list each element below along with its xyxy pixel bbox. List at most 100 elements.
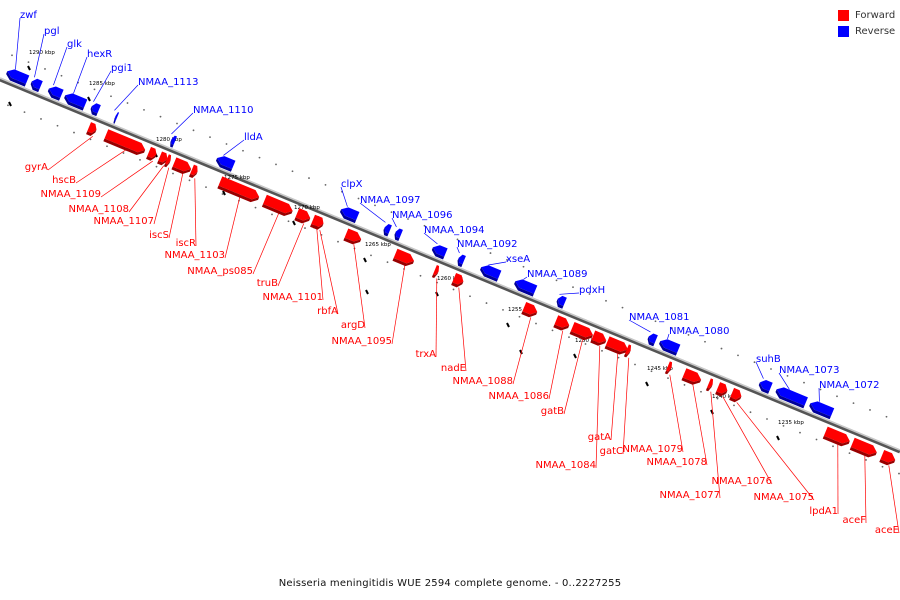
scale-dot [40, 118, 42, 120]
scale-dot [308, 177, 310, 179]
gene-NMAA_1073 [775, 387, 808, 409]
gene-label: NMAA_1079 [622, 444, 683, 455]
gene-NMAA_1109 [146, 146, 157, 161]
label-leader [340, 186, 348, 207]
label-leaders [15, 17, 900, 534]
label-leader [93, 70, 112, 102]
gene-gyrA [86, 122, 97, 136]
gene-label: NMAA_1103 [164, 250, 225, 261]
gene-rbfA [313, 215, 324, 230]
scale-dot [456, 238, 459, 241]
gene-label: xseA [506, 254, 530, 265]
gene-arrow [87, 122, 97, 134]
gene-NMAA_1081 [647, 333, 658, 347]
gene-arrow-side [705, 384, 713, 392]
gene-label: NMAA_1107 [93, 216, 154, 227]
scale-dot [799, 431, 801, 434]
gene-arrow-side [879, 459, 896, 466]
gene-arrow-side [521, 311, 538, 318]
scale-dot [143, 108, 145, 111]
label-leader [628, 319, 651, 333]
label-leader [171, 112, 194, 135]
scale-dot [386, 261, 389, 264]
gene-label: NMAA_1101 [262, 292, 323, 303]
scale-dot [473, 245, 475, 248]
scale-dot [139, 158, 141, 161]
scale-dot [489, 252, 492, 254]
gene-suhB [758, 380, 773, 394]
gene-arrow [481, 265, 502, 279]
gene-arrow-side [822, 435, 850, 447]
gene-xseA [480, 265, 502, 282]
scale-dot [551, 329, 554, 332]
scale-dot [271, 213, 273, 216]
gene-label: suhB [756, 354, 781, 365]
scale-dot [568, 336, 570, 339]
scale-dot [832, 445, 834, 448]
label-leader [667, 333, 670, 340]
gene-arrow-side [313, 223, 324, 230]
gene-arrow-side [758, 382, 770, 394]
gene-arrow-side [171, 166, 192, 174]
gene-arrow-side [392, 258, 415, 267]
gene-arrow-side [157, 159, 168, 166]
scale-dot [737, 354, 739, 357]
scale-dot [209, 136, 211, 139]
scale-dot [815, 438, 818, 441]
gene-label: iscS [149, 230, 169, 241]
gene-label: NMAA_1075 [753, 492, 814, 503]
gene-arrow-side [715, 390, 728, 397]
gene-arrow-side [590, 339, 607, 346]
gene-arrow-side [569, 331, 593, 341]
scale-dot [452, 288, 455, 291]
label-leader [736, 402, 815, 501]
label-leader [722, 396, 773, 485]
gene-arrow [660, 339, 681, 353]
gene-arrow [432, 245, 448, 257]
gene-arrow [591, 330, 607, 343]
label-leader [710, 391, 721, 499]
gene-arrow [823, 426, 850, 444]
legend-reverse: Reverse [838, 24, 900, 38]
tick-mark [506, 322, 510, 328]
tick-label: 1280 kbp [156, 137, 182, 143]
gene-glk [47, 86, 64, 101]
gene-truB [294, 208, 311, 224]
gene-label: NMAA_1094 [424, 225, 485, 236]
gene-arrow [295, 208, 311, 221]
gene-arrow-side [217, 185, 260, 203]
label-leader [224, 196, 241, 259]
gene-arrow [48, 86, 64, 99]
scale-dot [469, 295, 471, 298]
gene-aceE [879, 449, 896, 466]
gene-pgi1 [90, 103, 101, 117]
gene-arrow-side [343, 237, 362, 245]
label-leader [353, 244, 366, 329]
label-leader [194, 178, 197, 247]
scale-dot [704, 340, 706, 343]
gene-arrow-side [775, 389, 805, 409]
scale-dot [766, 418, 768, 420]
gene-label: glk [67, 39, 82, 50]
gene-label: aceE [875, 525, 899, 536]
gene-arrow-side [457, 257, 463, 268]
label-leader [252, 213, 280, 275]
gene-arrow-side [310, 222, 321, 229]
tick-marks: 1290 kbp 1285 kbp 1280 kbp 1275 kbp 1270 kbp… [8, 50, 804, 441]
gene-arrow-side [215, 158, 233, 172]
label-leader [548, 330, 564, 400]
scale-dot [7, 104, 9, 107]
gene-lldA [215, 156, 236, 172]
scale-dot [852, 402, 855, 405]
gene-label: NMAA_1076 [711, 476, 772, 487]
scale-dot [753, 361, 756, 364]
gene-arrow [190, 164, 198, 176]
gene-NMAA_1107 [163, 154, 172, 168]
scale-dot [287, 220, 290, 223]
scale-dot [506, 259, 508, 261]
scale-dot [324, 183, 327, 186]
gene-arrow [515, 279, 538, 294]
gene-iscR [188, 164, 198, 179]
gene-arrow-side [514, 281, 534, 297]
scale-dot [539, 272, 541, 275]
